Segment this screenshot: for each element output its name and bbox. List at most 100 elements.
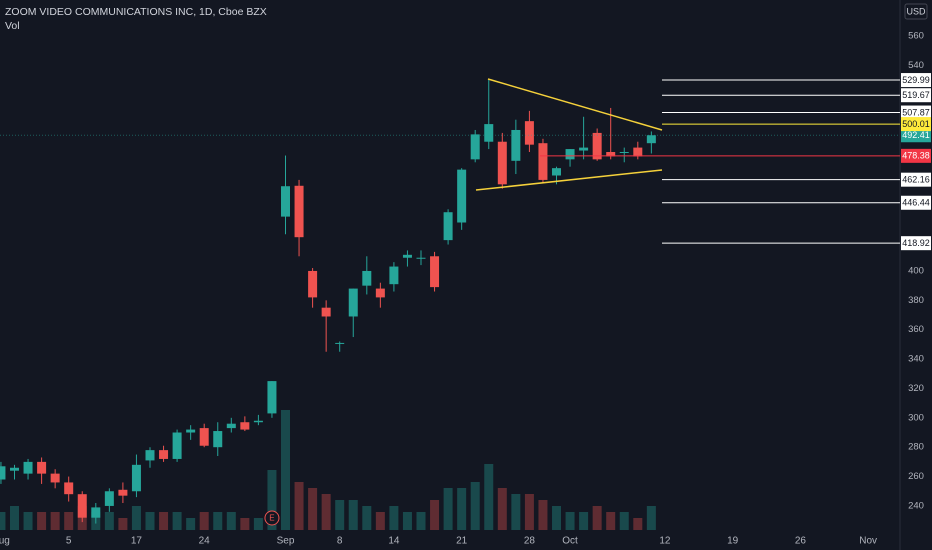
candle-body [633,147,643,157]
candle-body [484,124,494,142]
volume-bar [308,488,318,530]
y-tick-label: 400 [908,265,924,276]
volume-bar [457,488,467,530]
x-tick-label: Oct [562,536,578,547]
candle-body [321,307,331,317]
candle-body [281,186,291,217]
level-label: 462.16 [902,175,930,185]
candle-body [172,432,182,459]
volume-bar [23,512,33,530]
volume-bar [118,518,128,530]
candle-body [199,428,209,446]
volume-bar [606,512,616,530]
y-tick-label: 300 [908,412,924,423]
x-tick-label: Nov [859,536,877,547]
candle-body [145,450,155,461]
volume-bar [646,506,656,530]
volume-bar [592,506,602,530]
candle-body [565,149,575,160]
level-label: 519.67 [902,90,930,100]
y-tick-label: 280 [908,442,924,453]
y-tick-label: 240 [908,500,924,511]
volume-bar [37,512,47,530]
level-box [901,236,931,251]
trendline-upper [487,78,663,131]
candle-body [104,491,114,506]
candle-body [50,473,60,483]
volume-bar [443,488,453,530]
volume-bar [267,470,277,530]
candle-body [362,270,372,286]
level-box [901,105,931,120]
x-tick-label: 26 [795,536,807,547]
volume-bar [619,512,629,530]
candle-body [77,494,87,518]
candle-body [335,342,345,344]
volume-bar [348,500,358,530]
volume-bar [552,506,562,530]
currency-box[interactable] [904,3,928,20]
level-label: 446.44 [902,198,930,208]
currency[interactable]: USD [906,6,926,16]
level-label: 507.87 [902,107,930,117]
candle-body [470,134,480,160]
volume-bar [253,518,263,530]
candle-body [511,129,521,161]
candle-body [308,270,318,298]
x-tick-label: 14 [388,536,400,547]
candle-body [213,431,223,448]
candle-body [240,422,250,430]
volume-bar [104,512,114,530]
candle-body [646,135,656,144]
last-price-box [901,128,931,143]
volume-bar [402,512,412,530]
candle-body [348,288,358,317]
x-tick-label: 19 [727,536,739,547]
trendline-lower [475,169,663,191]
level-box [901,73,931,88]
volume-bar [511,494,521,530]
volume-bar [172,512,182,530]
candle-body [497,141,507,185]
candle-body [294,185,304,238]
x-tick-label: 12 [659,536,671,547]
level-box [901,88,931,103]
candle-body [253,420,263,423]
plot: E [0,79,900,530]
x-tick-label: 17 [131,536,143,547]
volume-bar [281,410,291,530]
price-axis: 560540400380360340320300280260240492.415… [901,30,931,511]
level-label: 418.92 [902,238,930,248]
candle-body [552,168,562,176]
y-tick-label: 320 [908,383,924,394]
volume-bar [565,512,575,530]
x-tick-label: Sep [277,536,295,547]
volume-bar [375,512,385,530]
candle-body [64,482,74,495]
y-tick-label: 540 [908,60,924,71]
candle-body [159,450,169,459]
volume-bar [362,506,372,530]
candle-body [402,254,412,258]
volume-label: Vol [5,20,20,32]
volume-bar [64,512,74,530]
volume-bar [470,482,480,530]
volume-bar [633,518,643,530]
volume-bar [199,512,209,530]
volume-bar [430,500,440,530]
volume-bar [497,488,507,530]
x-tick-label: 28 [524,536,536,547]
volume-bar [9,506,19,530]
volume-bar [335,500,345,530]
level-label: 478.38 [902,151,930,161]
candle-body [457,169,467,223]
y-tick-label: 260 [908,471,924,482]
x-tick-label: 24 [199,536,211,547]
candle-body [430,256,440,288]
x-tick-label: 8 [337,536,343,547]
volume-bar [579,512,589,530]
chart-title: ZOOM VIDEO COMMUNICATIONS INC, 1D, Cboe … [5,6,267,18]
volume-bar [213,512,223,530]
